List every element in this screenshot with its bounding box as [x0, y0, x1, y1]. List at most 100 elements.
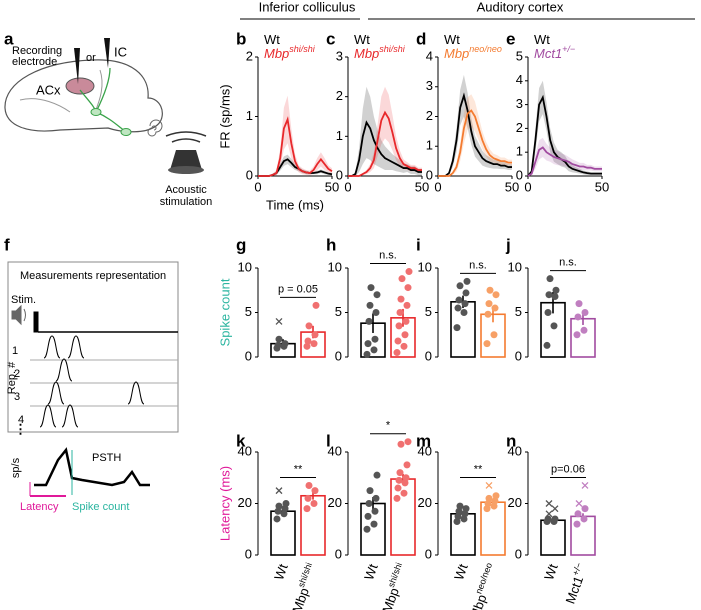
error-band [258, 95, 332, 176]
data-point [462, 505, 470, 513]
label: Latency [20, 501, 59, 513]
y-tick-label: 0 [335, 348, 342, 363]
line [348, 110, 422, 177]
category-superscript: shi/shi [386, 561, 404, 588]
data-point [485, 494, 493, 502]
ellipsis: ⋮ [14, 421, 27, 436]
legend-entry: Mbpshi/shi [264, 44, 316, 61]
legend-name: Mbp [444, 46, 469, 61]
data-point [275, 502, 283, 510]
x-tick-label: 0 [344, 179, 351, 194]
data-point [394, 484, 402, 492]
data-point [456, 502, 464, 510]
data-point [492, 291, 500, 299]
data-point [400, 489, 408, 497]
y-tick-label: 40 [238, 443, 252, 458]
panel-label: f [4, 235, 10, 254]
data-point [486, 286, 494, 294]
line [258, 116, 333, 177]
line [527, 94, 602, 177]
y-tick-label: 4 [516, 72, 523, 87]
outlier [485, 482, 493, 489]
category-name: Mbp [467, 593, 490, 610]
y-tick-label: 20 [508, 495, 522, 510]
label: Acoustic [165, 184, 207, 196]
header: Inferior colliculus [259, 0, 356, 14]
y-tick-label: 10 [328, 259, 342, 274]
y-tick-label: 0 [515, 348, 522, 363]
x-tick-label: 50 [325, 179, 339, 194]
y-tick-label: 0 [245, 546, 252, 561]
line [438, 92, 512, 177]
data-point [545, 291, 553, 299]
data-point [575, 300, 583, 308]
legend-entry: Wt [444, 32, 460, 47]
y-tick-label: 5 [516, 48, 523, 63]
annotation: ** [474, 463, 483, 475]
y-tick-label: 40 [328, 443, 342, 458]
data-point [402, 474, 410, 482]
y-tick-label: 0 [426, 167, 433, 182]
legend-entry: Wt [534, 32, 550, 47]
y-tick-label: 0 [336, 167, 343, 182]
data-point [311, 331, 319, 339]
y-tick-label: 2 [516, 120, 523, 135]
legend-name: Mbp [264, 46, 289, 61]
data-point [405, 268, 413, 276]
category-name: Wt [542, 562, 562, 582]
legend-entry: Mbpneo/neo [444, 44, 502, 61]
data-point [401, 331, 409, 339]
y-tick-label: 40 [418, 443, 432, 458]
outlier [275, 317, 283, 325]
data-point [305, 481, 313, 489]
legend-entry: Wt [264, 32, 280, 47]
y-tick-label: 10 [238, 259, 252, 274]
legend-superscript: shi/shi [379, 44, 406, 54]
legend-name: Wt [444, 32, 460, 47]
data-point [573, 520, 581, 528]
y-tick-label: 3 [336, 48, 343, 63]
x-axis-label: Time (ms) [266, 197, 324, 212]
y-tick-label: 10 [418, 259, 432, 274]
data-point [574, 313, 582, 321]
category-name: Wt [272, 562, 292, 582]
data-point [552, 286, 560, 294]
data-point [365, 500, 373, 507]
data-point [490, 331, 498, 339]
panel-label: n [506, 431, 516, 450]
data-point [373, 291, 381, 299]
data-point [303, 505, 311, 513]
legend-entry: Mbpshi/shi [354, 44, 406, 61]
label: IC [114, 44, 127, 59]
outlier [545, 500, 553, 507]
error-band [528, 80, 602, 176]
x-tick-label: Wt [272, 562, 292, 582]
x-tick-label: Wt [362, 562, 382, 582]
label: Spike count [72, 501, 129, 513]
panel-label: m [416, 431, 431, 450]
label: Stim. [11, 294, 36, 306]
panel-label: h [326, 235, 336, 254]
panel-label: e [506, 29, 515, 48]
label: stimulation [160, 196, 213, 208]
y-tick-label: 3 [516, 96, 523, 111]
data-point [574, 510, 582, 518]
panel-label: l [326, 431, 331, 450]
data-point [453, 324, 461, 332]
x-tick-label: Mbpshi/shi [288, 561, 321, 610]
y-tick-label: 0 [246, 167, 253, 182]
data-point [366, 301, 374, 309]
line [527, 146, 602, 177]
panel-label: d [416, 29, 426, 48]
y-tick-label: 1 [426, 138, 433, 153]
label: electrode [12, 56, 57, 68]
data-point [395, 322, 403, 330]
y-tick-label: 0 [425, 348, 432, 363]
data-point [400, 342, 408, 350]
annotation: * [386, 420, 391, 432]
data-point [393, 494, 401, 502]
data-point [402, 317, 410, 325]
x-tick-label: 50 [595, 179, 609, 194]
annotation: n.s. [469, 259, 487, 271]
data-point [282, 500, 290, 507]
